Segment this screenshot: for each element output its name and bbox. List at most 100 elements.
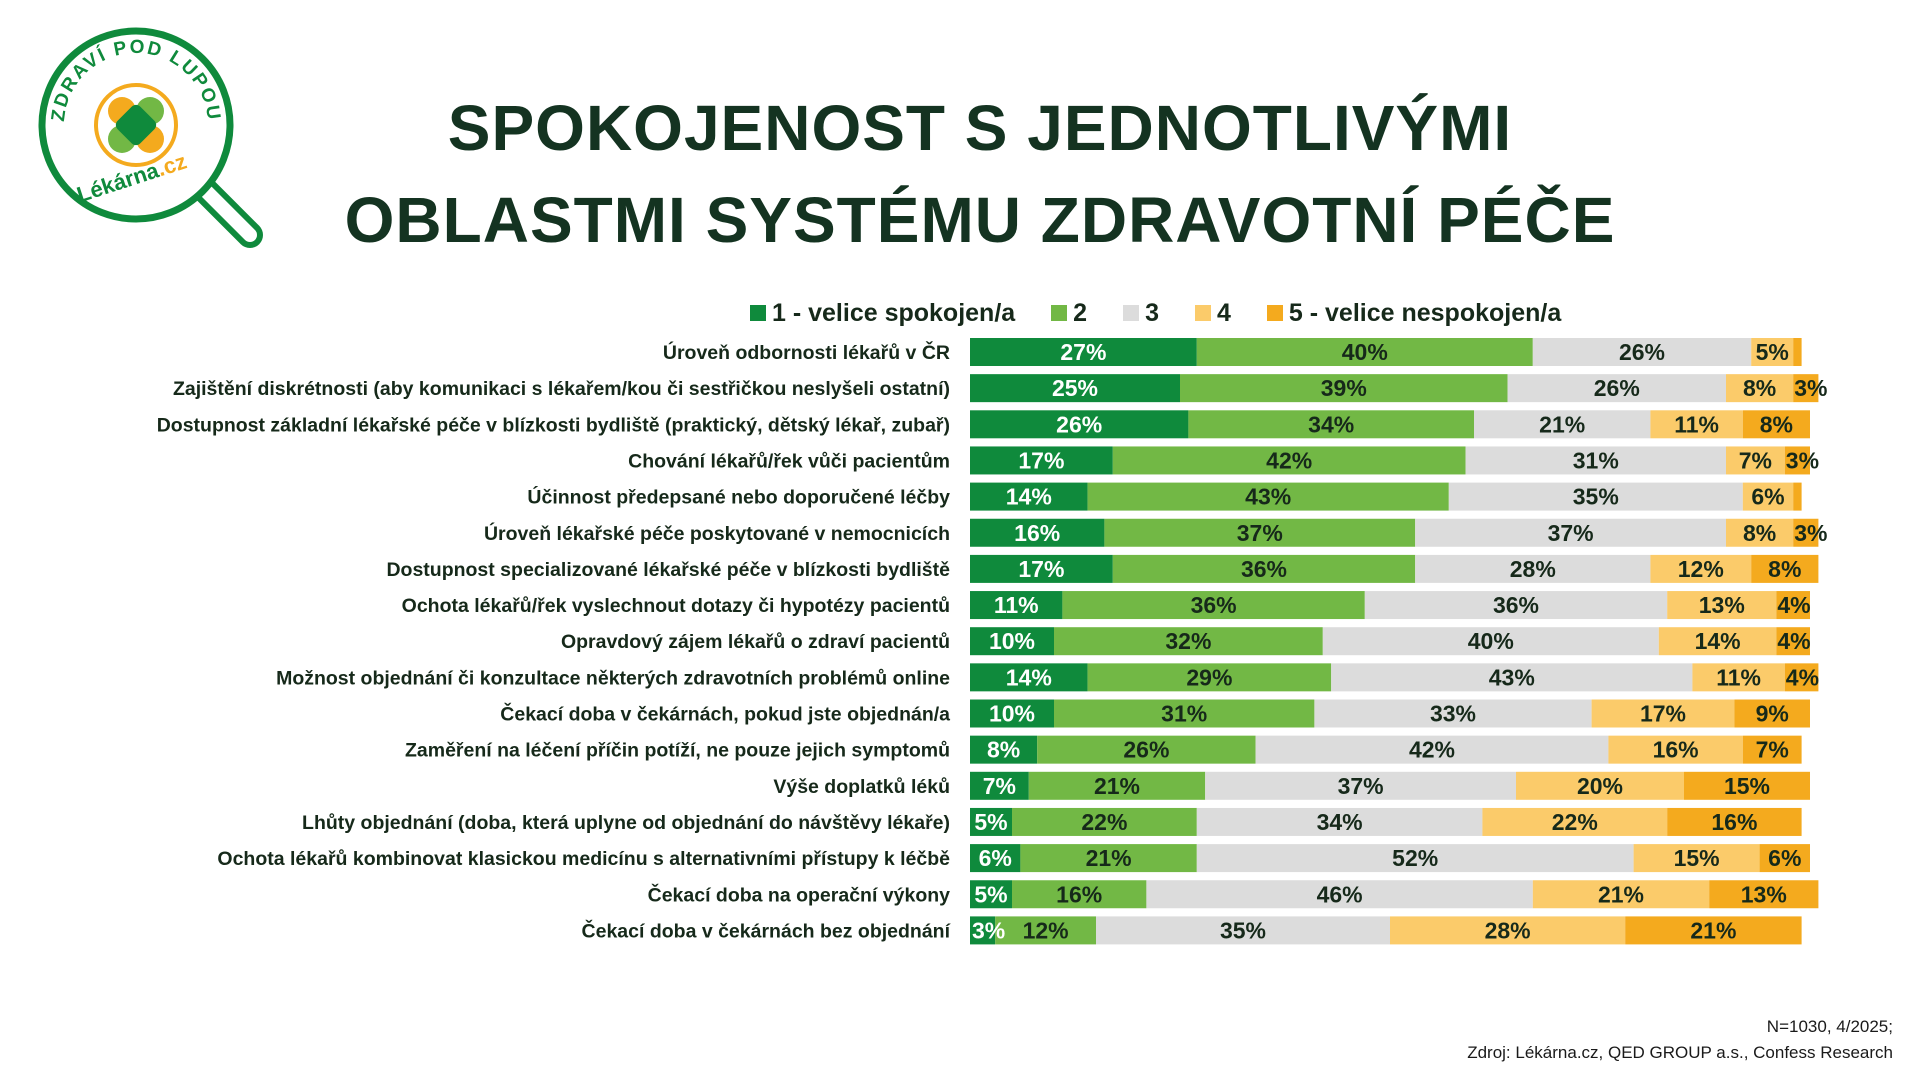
bar-segment-3 <box>1196 844 1634 873</box>
data-label-2: 29% <box>1186 664 1232 690</box>
data-label-5: 21% <box>1690 917 1736 943</box>
data-label-3: 43% <box>1489 664 1535 690</box>
data-label-2: 26% <box>1123 737 1169 763</box>
bar-segment-5 <box>1793 482 1802 511</box>
data-label-4: 13% <box>1699 592 1745 618</box>
bar-segment-4 <box>1658 627 1777 656</box>
data-label-5: 3% <box>1786 447 1819 473</box>
bar-segment-3 <box>1196 807 1483 836</box>
bar-segment-1 <box>970 771 1029 800</box>
data-label-5: 3% <box>1794 520 1827 546</box>
legend-label-4: 4 <box>1216 298 1231 327</box>
category-label: Úroveň lékařské péče poskytované v nemoc… <box>484 521 950 545</box>
data-label-3: 36% <box>1493 592 1539 618</box>
page-title-line-1: SPOKOJENOST S JEDNOTLIVÝMI <box>447 92 1513 164</box>
data-label-5: 13% <box>1741 881 1787 907</box>
bar-segment-3 <box>1205 771 1516 800</box>
data-label-5: 4% <box>1777 592 1810 618</box>
bar-segment-2 <box>1037 735 1256 764</box>
bar-segment-1 <box>970 446 1113 475</box>
data-label-4: 21% <box>1598 881 1644 907</box>
data-label-1: 3% <box>972 917 1005 943</box>
legend-label-5: 5 - velice nespokojen/a <box>1288 298 1562 327</box>
category-label: Čekací doba na operační výkony <box>648 882 951 906</box>
data-label-1: 25% <box>1052 375 1098 401</box>
data-label-4: 11% <box>1716 664 1761 690</box>
bar-segment-1 <box>970 627 1054 656</box>
bar-segment-2 <box>1180 374 1508 403</box>
category-label: Výše doplatků léků <box>773 776 950 798</box>
category-label: Lhůty objednání (doba, která uplyne od o… <box>302 812 950 834</box>
bar-segment-5 <box>1742 410 1810 439</box>
data-label-1: 5% <box>974 881 1007 907</box>
bar-segment-4 <box>1516 771 1684 800</box>
bar-segment-4 <box>1532 880 1710 909</box>
data-label-3: 35% <box>1573 484 1619 510</box>
data-label-1: 10% <box>989 701 1035 727</box>
category-label: Ochota lékařů kombinovat klasickou medic… <box>217 848 950 870</box>
category-label: Dostupnost základní lékařské péče v blíz… <box>157 414 950 436</box>
bar-segment-3 <box>1364 591 1668 620</box>
bar-segment-2 <box>1196 338 1533 366</box>
bar-segment-2 <box>1112 554 1416 583</box>
data-label-1: 6% <box>979 845 1012 871</box>
legend-item-4: 4 <box>1194 298 1231 328</box>
data-label-5: 15% <box>1724 773 1770 799</box>
data-label-4: 20% <box>1577 773 1623 799</box>
data-label-3: 26% <box>1594 375 1640 401</box>
bar-segment-3 <box>1314 699 1592 728</box>
bar-segment-1 <box>970 518 1105 547</box>
bar-segment-4 <box>1726 446 1785 475</box>
data-label-4: 5% <box>1756 339 1789 365</box>
data-label-3: 37% <box>1548 520 1594 546</box>
data-label-2: 42% <box>1266 447 1312 473</box>
bar-segment-3 <box>1415 554 1651 583</box>
bar-segment-1 <box>970 880 1012 909</box>
bar-segment-3 <box>1448 482 1743 511</box>
data-label-2: 12% <box>1023 917 1069 943</box>
bar-segment-2 <box>1028 771 1206 800</box>
bar-segment-5 <box>1784 446 1810 475</box>
data-label-2: 21% <box>1094 773 1140 799</box>
data-label-5: 9% <box>1756 701 1789 727</box>
category-label: Zaměření na léčení příčin potíží, ne pou… <box>405 740 950 762</box>
bar-segment-4 <box>1667 591 1777 620</box>
data-label-4: 22% <box>1552 809 1598 835</box>
legend-label-3: 3 <box>1145 298 1159 327</box>
data-label-3: 28% <box>1510 556 1556 582</box>
lekarna-logo: ZDRAVÍ POD LUPOU Lékárna.cz <box>38 27 263 248</box>
bar-segment-4 <box>1650 554 1752 583</box>
bar-segment-2 <box>1087 663 1332 692</box>
data-label-2: 43% <box>1245 484 1291 510</box>
bar-segment-4 <box>1726 374 1794 403</box>
legend-item-2: 2 <box>1051 299 1087 328</box>
bar-segment-4 <box>1726 518 1794 547</box>
data-label-5: 8% <box>1768 556 1801 582</box>
data-label-4: 11% <box>1674 411 1719 437</box>
data-label-1: 7% <box>983 773 1016 799</box>
category-label: Čekací doba v čekárnách bez objednání <box>582 918 951 942</box>
category-label: Ochota lékařů/řek vyslechnout dotazy či … <box>402 595 950 617</box>
bar-segment-5 <box>1751 554 1819 583</box>
category-label: Chování lékařů/řek vůči pacientům <box>628 450 950 472</box>
plus-clover-icon <box>94 83 178 167</box>
bar-segment-3 <box>1465 446 1726 475</box>
bar-segment-3 <box>1331 663 1693 692</box>
bar-segment-4 <box>1591 699 1735 728</box>
bar-segment-2 <box>1188 410 1474 439</box>
data-label-2: 36% <box>1191 592 1237 618</box>
legend-swatch-2 <box>1051 305 1068 321</box>
data-label-3: 42% <box>1409 737 1455 763</box>
bar-segment-1 <box>970 591 1063 620</box>
data-label-4: 6% <box>1751 484 1784 510</box>
bar-segment-1 <box>970 663 1088 692</box>
bar-segment-4 <box>1390 916 1626 945</box>
bar-segment-4 <box>1742 482 1794 511</box>
bar-segment-2 <box>1054 627 1323 656</box>
category-label: Čekací doba v čekárnách, pokud jste obje… <box>500 702 950 726</box>
data-label-1: 14% <box>1006 484 1052 510</box>
bar-segment-4 <box>1633 844 1760 873</box>
data-label-1: 17% <box>1018 447 1064 473</box>
bar-segment-3 <box>1474 410 1651 439</box>
bar-segment-4 <box>1751 338 1794 366</box>
